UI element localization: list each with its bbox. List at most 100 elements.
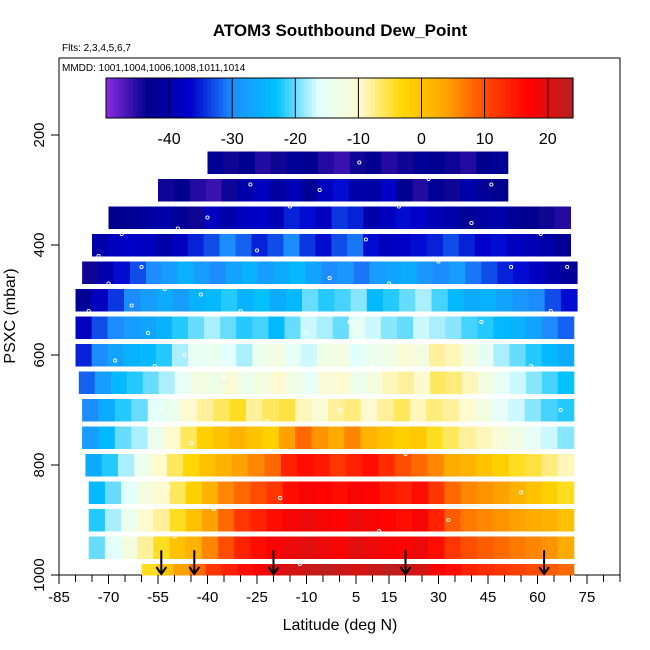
colorbar-swatch [121,78,127,118]
heatmap-cell [344,426,362,449]
colorbar: -40 -30 -20 -10 0 10 20 [106,78,574,148]
heatmap-cell [394,454,412,477]
heatmap-cell [223,151,240,174]
heatmap-cell [347,234,364,257]
colorbar-swatch [113,78,119,118]
heatmap-cell [137,481,154,504]
heatmap-cell [78,371,96,394]
heatmap-cell [75,316,93,339]
heatmap-cell [114,261,131,284]
heatmap-cell [156,206,173,229]
colorbar-swatch [144,78,150,118]
heatmap-cell [201,509,219,532]
heatmap-cell [369,261,386,284]
sample-marker [499,440,504,446]
heatmap-cell [348,179,366,202]
sample-marker [489,182,494,187]
heatmap-cell [156,289,174,312]
heatmap-cell [348,316,366,339]
colorbar-swatch [432,78,438,118]
heatmap-cell [393,399,411,422]
heatmap-cell [417,261,434,284]
heatmap-cell [459,426,476,449]
heatmap-cell [295,426,313,449]
heatmap-cell [270,151,287,174]
colorbar-swatch [288,78,294,118]
heatmap-cell [315,206,332,229]
colorbar-swatch [487,78,492,118]
heatmap-cell [445,344,462,367]
heatmap-cell [285,289,303,312]
sample-marker [304,330,309,336]
heatmap-cell [478,371,495,394]
colorbar-swatch [425,78,430,118]
heatmap-cell [509,509,526,532]
sample-marker [363,237,368,242]
colorbar-swatch [230,78,236,118]
heatmap-cell [557,564,575,576]
heatmap-cell [538,234,555,257]
heatmap-cell [204,289,222,312]
heatmap-cell [506,234,524,257]
heatmap-cell [524,426,542,449]
heatmap-cell [445,316,462,339]
heatmap-cell [285,179,302,202]
heatmap-cell [365,564,383,576]
heatmap-cell [220,316,237,339]
colorbar-swatch [413,78,418,118]
heatmap-cell [267,234,284,257]
y-axis-label: PSXC (mbar) [2,268,19,363]
heatmap-cell [104,536,122,559]
heatmap-cell [91,289,109,312]
heatmap-cell [459,399,476,422]
heatmap-cell [442,234,460,257]
heatmap-cell [475,399,493,422]
heatmap-cell [298,509,316,532]
colorbar-swatch [475,78,481,118]
colorbar-swatch [246,78,251,118]
heatmap-cell [490,234,508,257]
heatmap-cell [268,344,285,367]
heatmap-cell [188,206,205,229]
y-tick-label: 600 [31,342,48,367]
colorbar-swatch [327,78,333,118]
heatmap-cell [492,509,510,532]
colorbar-swatch [148,78,154,118]
heatmap-cell [444,481,462,504]
heatmap-cell [554,206,571,229]
heatmap-cell [213,399,231,422]
heatmap-cell [251,234,268,257]
heatmap-cell [188,344,205,367]
heatmap-cell [541,564,559,576]
colorbar-swatch [172,78,177,118]
colorbar-swatch [534,78,539,118]
sample-marker [136,451,141,457]
colorbar-swatch [444,78,450,118]
heatmap-cell [114,399,132,422]
heatmap-cell [286,151,303,174]
heatmap-cell [180,426,198,449]
heatmap-cell [525,564,543,576]
heatmap-cell [142,371,160,394]
heatmap-cell [278,426,296,449]
heatmap-cell [447,289,465,312]
heatmap-cell [124,289,141,312]
heatmap-cell [381,564,399,576]
heatmap-cell [491,399,509,422]
heatmap-cell [459,454,477,477]
heatmap-cell [161,261,179,284]
heatmap-cell [426,399,444,422]
flight-arrow-head [188,566,201,576]
heatmap-cell [295,399,313,422]
x-tick-label: -40 [197,589,219,606]
heatmap-cell [286,371,303,394]
heatmap-cell [172,206,189,229]
heatmap-cell [107,234,125,257]
heatmap-cell [140,206,157,229]
heatmap-cell [428,151,446,174]
colorbar-swatch [436,78,442,118]
heatmap-cell [494,371,511,394]
heatmap-cell [541,399,558,422]
heatmap-cell [174,371,192,394]
heatmap-cell [141,564,158,576]
